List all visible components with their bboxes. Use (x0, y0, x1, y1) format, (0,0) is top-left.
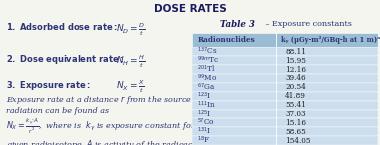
Text: DOSE RATES: DOSE RATES (154, 4, 226, 14)
Text: 58.65: 58.65 (285, 128, 306, 136)
Text: – Exposure constants: – Exposure constants (263, 20, 352, 28)
FancyBboxPatch shape (192, 136, 378, 145)
Text: $N_X = \frac{k_\gamma{\cdot}A}{r^2}$,  where is  $k_\gamma$ is exposure constant: $N_X = \frac{k_\gamma{\cdot}A}{r^2}$, wh… (6, 117, 223, 145)
Text: $N_H = \frac{H}{t}$: $N_H = \frac{H}{t}$ (116, 53, 146, 70)
Text: 41.89: 41.89 (285, 92, 306, 100)
Text: 39.46: 39.46 (285, 74, 306, 83)
FancyBboxPatch shape (192, 127, 378, 136)
Text: 20.54: 20.54 (285, 83, 306, 91)
Text: $N_X = \frac{X}{t}$: $N_X = \frac{X}{t}$ (116, 79, 145, 95)
Text: $^{201}$Tl: $^{201}$Tl (198, 64, 216, 75)
Text: Table 3: Table 3 (220, 20, 255, 29)
Text: $^{99}$Mo: $^{99}$Mo (198, 73, 218, 84)
Text: $\mathbf{3.\ Exposure\ rate:}$: $\mathbf{3.\ Exposure\ rate:}$ (6, 79, 91, 92)
Text: $^{111}$In: $^{111}$In (198, 99, 217, 111)
Text: $^{99m}$Tc: $^{99m}$Tc (198, 55, 219, 66)
Text: 15.16: 15.16 (285, 119, 306, 127)
FancyBboxPatch shape (192, 65, 378, 74)
Text: $^{67}$Ga: $^{67}$Ga (198, 82, 216, 93)
Text: 12.16: 12.16 (285, 66, 306, 74)
Text: Exposure rate at a distance $r$ from the source of
radiation can be found as: Exposure rate at a distance $r$ from the… (6, 94, 204, 115)
Text: $^{131}$I: $^{131}$I (198, 126, 212, 137)
FancyBboxPatch shape (192, 101, 378, 109)
FancyBboxPatch shape (192, 56, 378, 65)
Text: $N_D = \frac{D}{t}$: $N_D = \frac{D}{t}$ (116, 21, 146, 38)
Text: 154.05: 154.05 (285, 137, 310, 145)
Text: $^{137}$Cs: $^{137}$Cs (198, 46, 218, 57)
Text: 15.95: 15.95 (285, 57, 306, 65)
Text: 37.03: 37.03 (285, 110, 306, 118)
FancyBboxPatch shape (192, 92, 378, 101)
FancyBboxPatch shape (192, 109, 378, 118)
Text: $^{57}$Co: $^{57}$Co (198, 117, 215, 128)
Text: $^{123}$I: $^{123}$I (198, 90, 212, 102)
Text: $^{18}$F: $^{18}$F (198, 135, 211, 145)
Text: kᵧ (μGy-m²/GBq-h at 1 m)ᵃ: kᵧ (μGy-m²/GBq-h at 1 m)ᵃ (281, 36, 380, 44)
FancyBboxPatch shape (192, 74, 378, 83)
FancyBboxPatch shape (192, 118, 378, 127)
Text: $\mathbf{2.\ Dose\ equivalent\ rate:}$: $\mathbf{2.\ Dose\ equivalent\ rate:}$ (6, 53, 124, 66)
Text: 55.41: 55.41 (285, 101, 306, 109)
FancyBboxPatch shape (192, 47, 378, 56)
FancyBboxPatch shape (192, 83, 378, 92)
Text: $\mathbf{1.\ Adsorbed\ dose\ rate:}$: $\mathbf{1.\ Adsorbed\ dose\ rate:}$ (6, 21, 117, 32)
FancyBboxPatch shape (192, 33, 378, 47)
Text: 88.11: 88.11 (285, 48, 306, 56)
Text: Radionuclides: Radionuclides (198, 36, 255, 44)
Text: $^{125}$I: $^{125}$I (198, 108, 212, 120)
